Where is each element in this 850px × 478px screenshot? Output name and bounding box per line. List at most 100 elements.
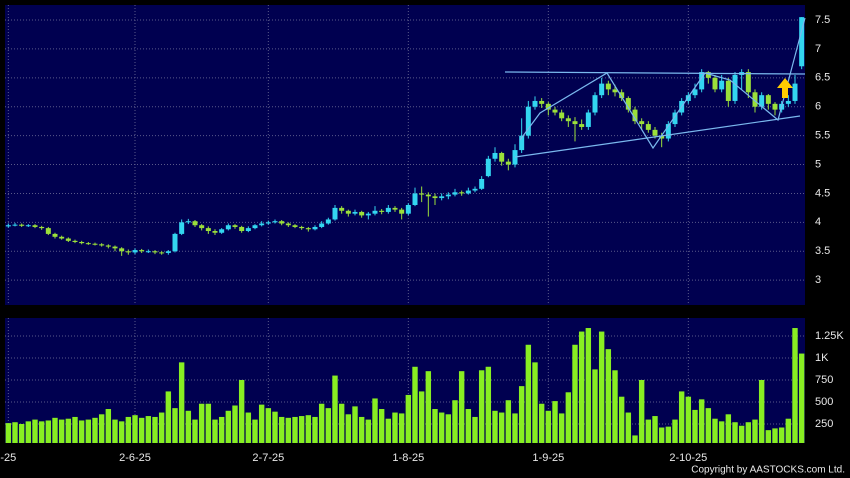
volume-bar	[152, 416, 158, 443]
volume-bar	[85, 419, 92, 443]
volume-bar	[225, 410, 232, 443]
y-tick-label: 250	[815, 418, 833, 430]
volume-bar	[532, 362, 538, 443]
candle-body	[672, 112, 678, 125]
candle-body	[192, 221, 198, 226]
candle-body	[545, 103, 551, 110]
candle-body	[299, 226, 305, 229]
candle-body	[45, 228, 51, 234]
y-tick-label: 3	[815, 274, 821, 286]
candle-body	[185, 221, 191, 223]
volume-bar	[105, 409, 112, 443]
candle-body	[332, 207, 338, 220]
candle-body	[592, 95, 598, 113]
candle-body	[459, 192, 465, 194]
volume-bar	[245, 412, 252, 443]
volume-bar	[265, 408, 272, 443]
copyright: Copyright by AASTOCKS.com Ltd.	[691, 465, 845, 476]
y-tick-label: 6	[815, 101, 821, 113]
candle-body	[305, 228, 311, 230]
candle-body	[792, 83, 798, 101]
candle-body	[125, 251, 131, 253]
volume-bar	[712, 418, 718, 443]
candle-body	[612, 89, 618, 93]
candle-body	[32, 225, 38, 227]
candle-body	[532, 100, 538, 107]
volume-bar	[698, 399, 705, 443]
candle-body	[745, 72, 751, 93]
y-tick-label: 1.25K	[815, 330, 844, 342]
zigzag-line	[519, 17, 806, 150]
volume-bar	[345, 414, 352, 443]
candle-body	[452, 192, 458, 195]
volume-bar	[205, 403, 212, 443]
x-tick-label: 2-7-25	[252, 452, 284, 464]
candle-body	[772, 103, 778, 110]
volume-bar	[58, 419, 65, 443]
candle-body	[112, 246, 118, 249]
candle-body	[92, 243, 98, 245]
candle-body	[25, 225, 31, 227]
volume-bar	[418, 391, 425, 443]
candle-body	[652, 129, 658, 136]
candle-body	[379, 210, 385, 212]
y-tick-label: 4	[815, 216, 821, 228]
volume-bar	[272, 411, 278, 443]
volume-bar	[738, 425, 745, 443]
volume-bar	[565, 392, 572, 443]
candle-body	[445, 194, 451, 197]
volume-bar	[285, 417, 292, 443]
x-tick-label: 1-8-25	[392, 452, 424, 464]
x-tick-label: 2-10-25	[669, 452, 707, 464]
candle-body	[105, 245, 111, 247]
candle-body	[72, 240, 78, 242]
volume-bar	[125, 416, 132, 443]
candle-body	[159, 252, 165, 254]
candle-body	[39, 226, 45, 229]
volume-bar	[158, 412, 165, 443]
volume-bar	[252, 419, 258, 443]
volume-bar	[372, 398, 378, 443]
volume-bar	[618, 396, 625, 443]
volume-bar	[218, 416, 225, 443]
candle-body	[65, 238, 71, 241]
volume-bar	[778, 427, 785, 443]
candle-body	[19, 224, 25, 226]
candle-body	[272, 221, 278, 223]
candle-body	[419, 193, 425, 195]
candle-body	[279, 221, 285, 224]
volume-bar	[485, 366, 492, 443]
candle-body	[432, 196, 438, 199]
volume-bar	[72, 416, 78, 443]
candle-body	[725, 80, 731, 101]
candle-body	[439, 196, 445, 199]
volume-bar	[332, 375, 338, 443]
volume-bar	[392, 412, 398, 443]
candle-body	[505, 161, 511, 165]
volume-bar	[178, 362, 185, 443]
volume-bar	[38, 421, 45, 443]
volume-bar	[305, 415, 312, 443]
y-tick-label: 500	[815, 396, 833, 408]
candle-body	[599, 83, 605, 96]
candle-body	[579, 124, 585, 127]
volume-bar	[18, 423, 25, 443]
candle-body	[219, 229, 225, 233]
candle-body	[585, 112, 591, 127]
y-tick-label: 7.5	[815, 14, 830, 26]
volume-bar	[338, 403, 345, 443]
volume-bar	[525, 344, 532, 443]
candle-body	[712, 77, 718, 90]
volume-bar	[765, 430, 772, 443]
candle-body	[212, 231, 218, 233]
candle-body	[199, 225, 205, 229]
volume-bar	[405, 394, 412, 443]
candle-body	[132, 250, 138, 253]
volume-bar	[385, 418, 392, 443]
volume-bar	[12, 422, 18, 443]
volume-bar	[192, 419, 198, 443]
candle-body	[85, 243, 91, 245]
candle-body	[559, 112, 565, 119]
candle-body	[465, 190, 471, 194]
candle-body	[572, 121, 578, 125]
